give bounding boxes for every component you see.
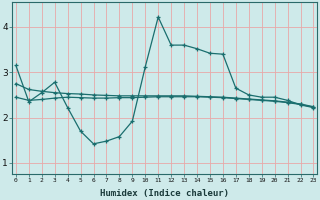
X-axis label: Humidex (Indice chaleur): Humidex (Indice chaleur) — [100, 189, 229, 198]
